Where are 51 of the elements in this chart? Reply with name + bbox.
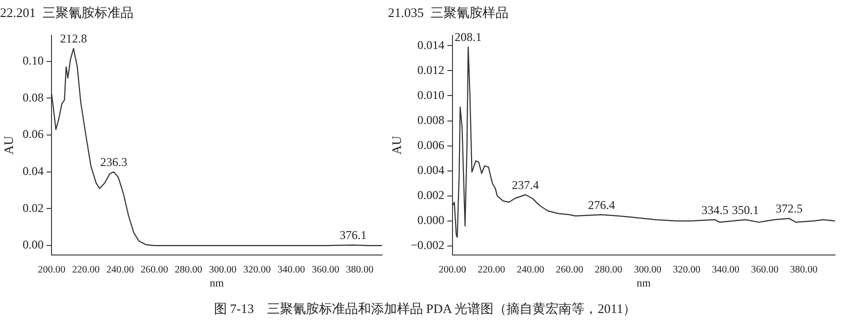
x-tick-label: 260.00 [556, 264, 584, 276]
y-tick-label: 0.002 [417, 188, 444, 202]
y-tick-label: 0.10 [22, 54, 44, 68]
annotation: 350.1 [732, 202, 759, 217]
y-tick-label: 0.008 [417, 112, 444, 127]
x-tick-label: 340.00 [278, 264, 306, 276]
x-tick-label: 220.00 [478, 264, 506, 276]
x-tick-label: 200.00 [438, 264, 466, 276]
x-tick-label: 300.00 [634, 264, 662, 276]
annotation: 276.4 [588, 198, 616, 212]
annotation: 334.5 [701, 202, 728, 217]
y-tick-label: 0.06 [22, 127, 44, 142]
y-tick-label: −0.002 [410, 238, 444, 252]
y-tick-label: 0.012 [417, 62, 444, 77]
x-tick-label: 380.00 [346, 264, 374, 276]
x-tick-label: 360.00 [750, 264, 778, 276]
y-tick-label: 0.006 [417, 138, 444, 152]
y-tick-label: 0.000 [417, 213, 444, 228]
x-axis-title: nm [636, 277, 652, 290]
y-tick-label: 0.010 [417, 88, 444, 102]
annotation: 376.1 [340, 228, 367, 242]
y-tick-label: 0.00 [22, 238, 44, 252]
y-tick-label: 0.014 [417, 38, 444, 52]
y-tick-label: 0.08 [22, 90, 44, 104]
annotation: 236.3 [100, 155, 128, 170]
y-tick-label: 0.004 [417, 163, 444, 178]
x-axis-title: nm [210, 277, 224, 290]
y-axis-title: AU [1, 135, 16, 155]
annotation: 208.1 [454, 30, 482, 44]
x-tick-label: 380.00 [790, 264, 818, 276]
x-tick-label: 320.00 [672, 264, 700, 276]
x-tick-label: 320.00 [243, 264, 271, 276]
y-tick-label: 0.04 [22, 164, 44, 178]
x-tick-label: 200.00 [38, 264, 66, 276]
x-tick-label: 340.00 [712, 264, 740, 276]
x-tick-label: 240.00 [106, 264, 134, 276]
x-tick-label: 280.00 [594, 264, 622, 276]
annotation: 237.4 [512, 178, 539, 192]
x-tick-label: 300.00 [209, 264, 237, 276]
caption: 图 7-13 三聚氰胺标准品和添加样品 PDA 光谱图（摘自黄宏南等，2011） [212, 300, 638, 318]
x-tick-label: 280.00 [174, 264, 202, 276]
y-tick-label: 0.02 [22, 200, 44, 215]
chart-title: 22.201 三聚氰胺标准品 [0, 5, 134, 20]
x-tick-label: 240.00 [516, 264, 544, 276]
x-tick-label: 220.00 [72, 264, 100, 276]
x-tick-label: 360.00 [312, 264, 340, 276]
annotation: 372.5 [776, 202, 803, 216]
y-axis-title: AU [389, 135, 404, 155]
x-tick-label: 260.00 [140, 264, 168, 276]
annotation: 212.8 [60, 32, 88, 46]
chart-title: 21.035 三聚氰胺样品 [388, 5, 508, 20]
